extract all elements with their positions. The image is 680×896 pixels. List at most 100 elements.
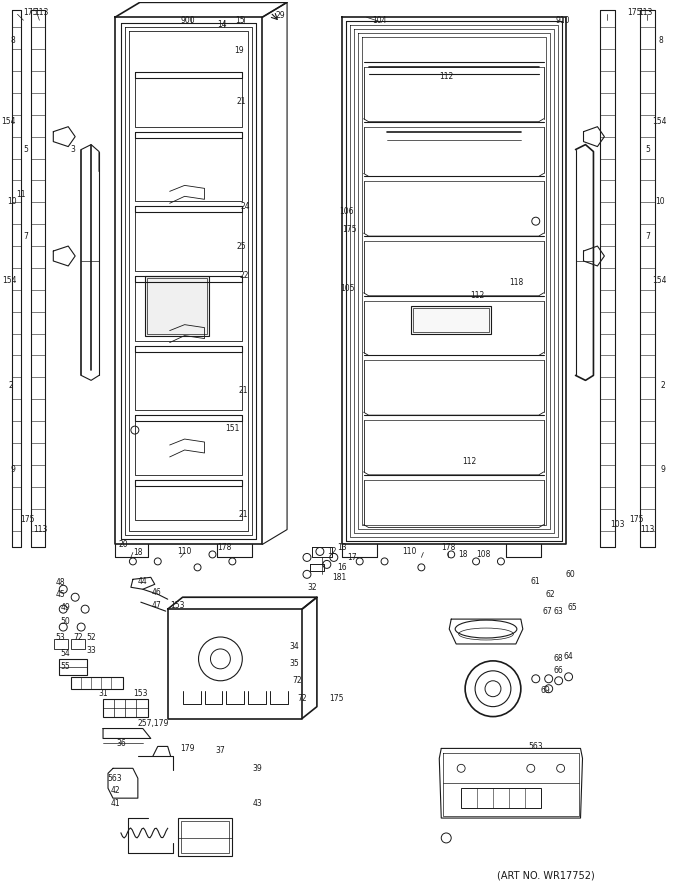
Text: 68: 68 [554,654,564,663]
Text: 34: 34 [289,642,299,651]
Text: 13: 13 [337,543,347,552]
Text: 118: 118 [509,279,523,288]
Text: 29: 29 [275,11,285,20]
Text: 178: 178 [441,543,456,552]
Bar [103,699,148,717]
Text: 5: 5 [646,145,651,154]
Text: 22: 22 [240,271,250,280]
Text: 21: 21 [237,98,246,107]
Text: 20: 20 [118,540,128,549]
Text: 153: 153 [133,689,148,698]
Bar [177,818,233,856]
Text: 113: 113 [638,8,652,17]
Bar [59,659,87,675]
Text: 8: 8 [659,36,664,45]
Text: 7: 7 [23,231,28,241]
Text: 21: 21 [239,510,248,519]
Text: 36: 36 [116,739,126,748]
Text: 110: 110 [403,547,417,556]
Text: 39: 39 [252,763,262,773]
Text: 16: 16 [337,563,347,572]
Text: 900: 900 [180,16,195,25]
Text: 72: 72 [297,694,307,703]
Text: 44: 44 [138,577,148,586]
Text: 104: 104 [373,16,387,25]
Text: 11: 11 [16,190,25,199]
Text: 175: 175 [20,515,35,524]
Text: 32: 32 [307,582,317,591]
Text: 42: 42 [110,786,120,795]
Text: 113: 113 [640,525,654,534]
Text: 113: 113 [33,525,48,534]
Text: 154: 154 [652,117,666,126]
Text: 19: 19 [235,46,244,55]
Bar [413,307,489,332]
Text: 55: 55 [61,662,70,671]
Text: 112: 112 [439,73,454,82]
Text: 175: 175 [629,515,643,524]
Text: 72: 72 [292,676,302,685]
Text: 8: 8 [11,36,16,45]
Text: 35: 35 [289,659,299,668]
Text: 50: 50 [61,616,70,625]
Text: 37: 37 [216,745,225,755]
Bar [461,788,541,808]
Text: 154: 154 [1,117,16,126]
Text: 53: 53 [55,633,65,642]
Text: 18: 18 [133,548,143,557]
Text: 72: 72 [73,633,83,642]
Text: 62: 62 [546,590,556,599]
Text: 257,179: 257,179 [137,719,169,728]
Text: 33: 33 [86,646,96,656]
Text: 45: 45 [55,590,65,599]
Text: 3: 3 [71,145,75,154]
Text: 9: 9 [661,465,666,474]
Text: 5: 5 [23,145,28,154]
Bar [411,306,491,333]
Text: 31: 31 [98,689,108,698]
Text: 66: 66 [554,667,564,676]
Text: 17: 17 [347,553,356,562]
Text: 154: 154 [652,276,666,286]
Text: 175: 175 [330,694,344,703]
Text: 69: 69 [541,686,551,695]
Text: 154: 154 [2,276,16,286]
Text: 2: 2 [9,381,14,390]
Text: 103: 103 [610,520,624,530]
Bar [145,276,209,336]
Text: 52: 52 [86,633,96,642]
Text: 18: 18 [458,550,468,559]
Text: 2: 2 [661,381,666,390]
Text: 67: 67 [543,607,553,616]
Text: 47: 47 [152,600,162,609]
Text: 46: 46 [152,588,162,597]
Text: 10: 10 [7,197,16,206]
Text: 41: 41 [110,798,120,807]
Text: 21: 21 [239,386,248,395]
Text: 110: 110 [177,547,192,556]
Text: 49: 49 [61,603,70,612]
Text: 12: 12 [327,547,337,556]
Text: 105: 105 [340,284,355,293]
Text: 106: 106 [339,207,354,216]
Text: 563: 563 [528,742,543,751]
Text: 25: 25 [237,242,246,251]
Text: 64: 64 [564,652,573,661]
Text: 24: 24 [241,202,250,211]
Bar [71,676,123,689]
Text: 43: 43 [252,798,262,807]
Text: 112: 112 [470,291,484,300]
Text: (ART NO. WR17752): (ART NO. WR17752) [497,871,594,881]
Text: 10: 10 [656,197,665,206]
Text: 63: 63 [554,607,564,616]
Text: 108: 108 [476,550,490,559]
Text: 7: 7 [646,231,651,241]
Text: 175: 175 [342,225,357,234]
Text: 175: 175 [23,8,37,17]
Bar [181,821,229,853]
Text: 48: 48 [56,578,65,587]
Text: 15: 15 [235,16,245,25]
Text: 181: 181 [333,573,347,582]
Text: 151: 151 [225,424,239,433]
Bar [54,639,68,649]
